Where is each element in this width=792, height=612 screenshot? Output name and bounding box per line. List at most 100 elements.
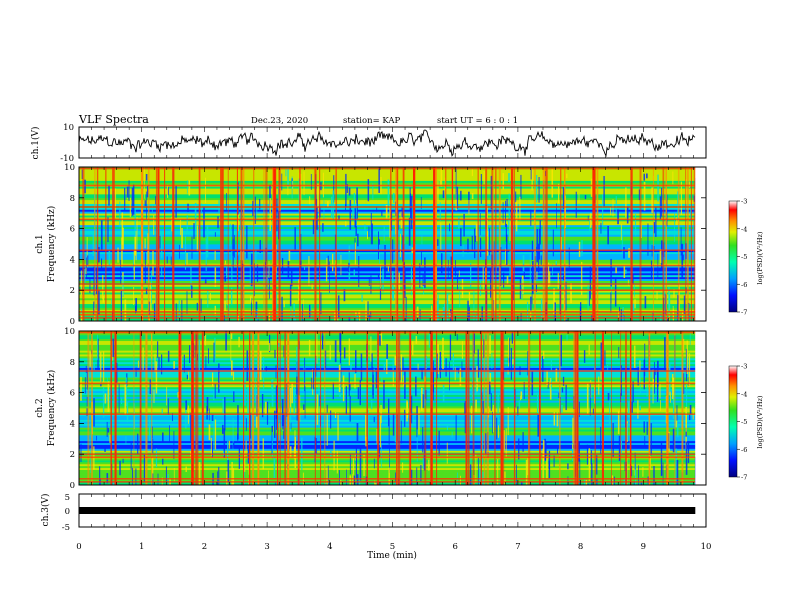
spectrogram-speckle: [561, 405, 563, 413]
spectrogram-speckle: [552, 229, 554, 257]
spectrogram-speckle: [482, 267, 484, 292]
spectrogram-speckle: [80, 443, 82, 462]
spectrogram-speckle: [659, 383, 661, 399]
spectrogram-speckle: [310, 305, 312, 321]
spectrogram-speckle: [268, 470, 269, 485]
spectrogram-band: [79, 332, 696, 336]
spectrogram-speckle: [122, 227, 124, 250]
spectrogram-speckle: [173, 361, 175, 369]
spectrogram-speckle: [401, 207, 403, 218]
spectrogram-sferic: [413, 167, 416, 321]
spectrogram-sferic: [564, 167, 566, 321]
spectrogram-narrowband: [79, 478, 696, 480]
spectrogram-speckle: [173, 431, 175, 459]
spectrogram-speckle: [89, 439, 91, 446]
spectrogram-speckle: [132, 184, 135, 215]
spectrogram-speckle: [150, 282, 152, 311]
spectrogram-speckle: [135, 468, 137, 485]
spectrogram-speckle: [97, 334, 98, 360]
spectrogram-speckle: [348, 262, 350, 273]
spectrogram-speckle: [193, 223, 195, 239]
spectrogram-band: [79, 411, 696, 415]
spectrogram-speckle: [441, 253, 443, 274]
spectrogram-sferic: [196, 331, 199, 485]
spectrogram-speckle: [289, 284, 292, 307]
spectrogram-speckle: [676, 217, 678, 226]
spectrogram-sferic: [639, 167, 642, 321]
spectrogram-speckle: [102, 387, 105, 418]
spectrogram-speckle: [432, 360, 434, 393]
spectrogram-band: [79, 294, 696, 297]
spectrogram-speckle: [673, 289, 675, 298]
spectrogram-speckle: [81, 316, 83, 321]
spectrogram-speckle: [632, 303, 635, 314]
spectrogram-speckle: [688, 441, 690, 463]
spectrogram-speckle: [672, 395, 675, 419]
spectrogram-speckle: [104, 393, 107, 404]
date-label: Dec.23, 2020: [251, 116, 308, 126]
spectrogram-band: [79, 458, 696, 461]
spectrogram-band: [79, 479, 696, 482]
spectrogram-band: [79, 255, 696, 258]
spectrogram-speckle: [121, 397, 123, 404]
spectrogram-sferic: [366, 331, 368, 485]
spectrogram-band: [79, 404, 696, 407]
spectrogram-speckle: [556, 412, 559, 427]
spectrogram-speckle: [422, 394, 424, 408]
spectrogram-band: [79, 315, 696, 318]
spectrogram-speckle: [130, 442, 132, 470]
spectrogram-speckle: [161, 266, 163, 277]
spectrogram-speckle: [345, 173, 347, 208]
spectrogram-speckle: [617, 209, 619, 225]
spectrogram-speckle: [475, 223, 478, 242]
spectrogram-sferic: [114, 331, 117, 485]
spectrogram-speckle: [327, 255, 329, 272]
spectrogram-speckle: [410, 469, 413, 485]
spectrogram-speckle: [348, 316, 351, 321]
spectrogram-speckle: [136, 216, 138, 250]
spectrogram-speckle: [325, 264, 328, 282]
spectrogram-speckle: [339, 332, 341, 353]
spectrogram-speckle: [134, 209, 136, 237]
spectrogram-speckle: [265, 401, 267, 415]
spectrogram-band: [79, 174, 696, 178]
spectrogram-speckle: [400, 420, 402, 444]
spectrogram-speckle: [439, 351, 441, 379]
spectrogram-speckle: [587, 285, 589, 311]
spectrogram-speckle: [392, 358, 394, 373]
spectrogram-speckle: [628, 248, 630, 258]
spectrogram-speckle: [212, 372, 214, 387]
spectrogram-speckle: [476, 366, 478, 392]
spectrogram-speckle: [114, 188, 116, 218]
spectrogram-speckle: [86, 237, 88, 268]
spectrogram-sferic: [486, 331, 489, 485]
station-label: station= KAP: [343, 116, 401, 126]
spectrogram-speckle: [419, 263, 421, 288]
spectrogram-speckle: [456, 186, 459, 209]
spectrogram-speckle: [567, 463, 569, 470]
spectrogram-speckle: [231, 360, 233, 376]
spectrogram-band: [79, 305, 696, 308]
spectrogram-speckle: [242, 263, 244, 280]
spectrogram-speckle: [367, 179, 370, 202]
spectrogram-speckle: [333, 175, 335, 203]
spectrogram-speckle: [213, 415, 215, 449]
spectrogram-speckle: [310, 174, 312, 190]
spectrogram-sferic: [279, 331, 281, 485]
spectrogram-speckle: [618, 347, 620, 359]
spectrogram-speckle: [135, 298, 137, 313]
spectrogram-speckle: [507, 370, 509, 375]
spectrogram-speckle: [493, 291, 496, 313]
spectrogram-speckle: [109, 434, 111, 443]
spectrogram-speckle: [412, 341, 414, 356]
spectrogram-speckle: [190, 267, 192, 292]
spectrogram-speckle: [106, 393, 108, 402]
spectrogram-speckle: [422, 427, 424, 453]
spectrogram-sferic: [263, 167, 265, 321]
spectrogram-speckle: [206, 397, 209, 411]
spectrogram-speckle: [143, 454, 145, 482]
ch1-spectrogram-image: [79, 167, 706, 322]
spectrogram-speckle: [312, 219, 315, 235]
spectrogram-speckle: [309, 196, 311, 205]
